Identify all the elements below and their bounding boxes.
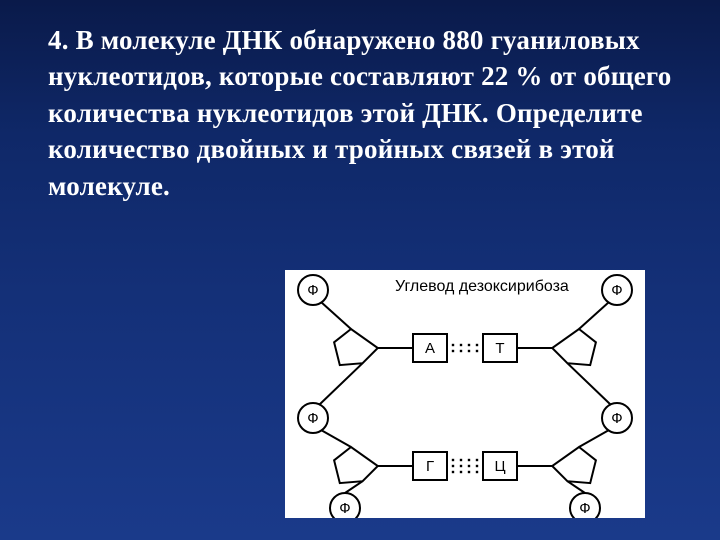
svg-text:Т: Т [495, 340, 504, 357]
slide: 4. В молекуле ДНК обнаружено 880 гуанило… [0, 0, 720, 540]
dna-diagram: Углевод дезоксирибоза Ф Ф Ф Ф Ф Ф А Т Г Ц [285, 270, 645, 518]
svg-text:Г: Г [426, 458, 434, 475]
problem-text: 4. В молекуле ДНК обнаружено 880 гуанило… [48, 22, 688, 204]
svg-text:Ц: Ц [494, 458, 505, 475]
dna-svg: Ф Ф Ф Ф Ф Ф А Т Г Ц [285, 270, 645, 518]
svg-text:Ф: Ф [339, 500, 350, 517]
svg-text:А: А [425, 340, 435, 357]
svg-text:Ф: Ф [579, 500, 590, 517]
diagram-caption: Углевод дезоксирибоза [395, 278, 569, 296]
svg-text:Ф: Ф [307, 282, 318, 299]
svg-text:Ф: Ф [611, 282, 622, 299]
svg-text:Ф: Ф [307, 410, 318, 427]
svg-text:Ф: Ф [611, 410, 622, 427]
